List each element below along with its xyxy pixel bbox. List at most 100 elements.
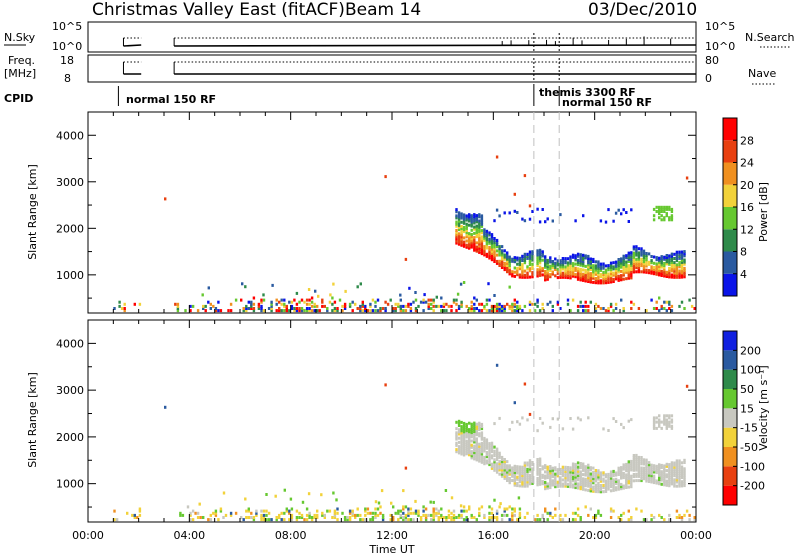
heatmap-cell: [521, 465, 524, 469]
heatmap-cell: [536, 468, 539, 472]
heatmap-cell: [635, 257, 638, 261]
heatmap-cell: [569, 470, 572, 474]
heatmap-cell: [536, 268, 539, 272]
heatmap-cell: [468, 236, 471, 240]
heatmap-cell: [637, 307, 641, 310]
heatmap-cell: [305, 298, 309, 302]
heatmap-cell: [604, 264, 608, 268]
heatmap-cell: [500, 255, 504, 259]
heatmap-cell: [574, 219, 577, 223]
heatmap-cell: [665, 464, 668, 468]
heatmap-cell: [627, 460, 630, 464]
heatmap-cell: [488, 231, 491, 235]
heatmap-cell: [511, 257, 514, 261]
heatmap-cell: [488, 463, 491, 467]
heatmap-cell: [576, 482, 580, 486]
heatmap-cell: [465, 304, 468, 308]
heatmap-cell: [650, 259, 653, 263]
heatmap-cell: [490, 237, 494, 241]
heatmap-cell: [465, 226, 468, 230]
heatmap-cell: [647, 469, 651, 473]
heatmap-cell: [541, 421, 544, 425]
heatmap-cell: [485, 252, 489, 256]
heatmap-cell: [551, 481, 554, 485]
heatmap-cell: [670, 473, 674, 477]
heatmap-cell: [645, 475, 648, 479]
heatmap-cell: [579, 261, 582, 265]
heatmap-cell: [468, 432, 471, 436]
heatmap-cell: [255, 509, 258, 513]
heatmap-cell: [635, 468, 638, 472]
heatmap-cell: [457, 226, 461, 229]
heatmap-cell: [528, 461, 532, 465]
heatmap-cell: [658, 207, 661, 211]
heatmap-cell: [622, 273, 625, 277]
heatmap-cell: [604, 481, 608, 485]
heatmap-cell: [640, 472, 643, 476]
heatmap-cell: [498, 462, 501, 466]
heatmap-cell: [490, 450, 494, 454]
heatmap-cell: [518, 467, 522, 471]
heatmap-cell: [495, 470, 499, 474]
heatmap-cell: [620, 518, 623, 522]
heatmap-cell: [480, 505, 484, 509]
heatmap-cell: [470, 241, 473, 245]
heatmap-cell: [480, 302, 484, 306]
heatmap-cell: [594, 479, 598, 483]
heatmap-cell: [544, 487, 547, 491]
heatmap-cell: [576, 484, 580, 488]
heatmap-cell: [217, 518, 220, 522]
heatmap-cell: [554, 466, 557, 470]
heatmap-cell: [683, 482, 686, 485]
velocity-ylabel: Slant Range [km]: [26, 372, 39, 468]
heatmap-cell: [574, 465, 577, 468]
heatmap-cell: [381, 307, 385, 310]
heatmap-cell: [549, 513, 552, 517]
heatmap-cell: [503, 211, 506, 215]
heatmap-cell: [587, 261, 590, 265]
heatmap-cell: [462, 505, 466, 509]
heatmap-cell: [371, 516, 375, 519]
heatmap-cell: [346, 518, 349, 522]
heatmap-cell: [417, 304, 420, 308]
heatmap-cell: [478, 236, 481, 240]
heatmap-cell: [473, 219, 476, 223]
heatmap-cell: [500, 460, 504, 464]
heatmap-cell: [637, 468, 641, 472]
heatmap-cell: [316, 304, 319, 308]
heatmap-cell: [424, 516, 428, 519]
heatmap-cell: [414, 509, 418, 513]
heatmap-cell: [189, 304, 192, 308]
heatmap-cell: [556, 484, 560, 488]
heatmap-cell: [488, 239, 491, 243]
heatmap-cell: [660, 257, 663, 261]
heatmap-cell: [663, 422, 666, 426]
heatmap-cell: [475, 214, 478, 218]
heatmap-cell: [655, 471, 658, 475]
heatmap-cell: [620, 470, 623, 474]
heatmap-cell: [645, 518, 648, 522]
heatmap-cell: [245, 309, 248, 313]
heatmap-cell: [359, 513, 362, 517]
heatmap-cell: [622, 256, 625, 260]
heatmap-cell: [602, 262, 605, 266]
heatmap-cell: [480, 427, 484, 431]
heatmap-cell: [179, 513, 182, 517]
heatmap-cell: [675, 269, 679, 273]
heatmap-cell: [680, 518, 684, 522]
heatmap-cell: [673, 469, 676, 473]
heatmap-cell: [582, 262, 585, 266]
heatmap-cell: [465, 222, 468, 226]
heatmap-cell: [455, 210, 458, 214]
heatmap-cell: [668, 480, 671, 483]
heatmap-cell: [462, 215, 466, 219]
heatmap-cell: [536, 462, 539, 466]
heatmap-cell: [617, 264, 620, 268]
heatmap-cell: [549, 473, 552, 477]
heatmap-cell: [485, 236, 489, 240]
heatmap-cell: [574, 518, 577, 522]
heatmap-cell: [604, 490, 608, 493]
heatmap-cell: [544, 480, 547, 484]
heatmap-cell: [652, 214, 656, 218]
heatmap-cell: [516, 300, 519, 304]
